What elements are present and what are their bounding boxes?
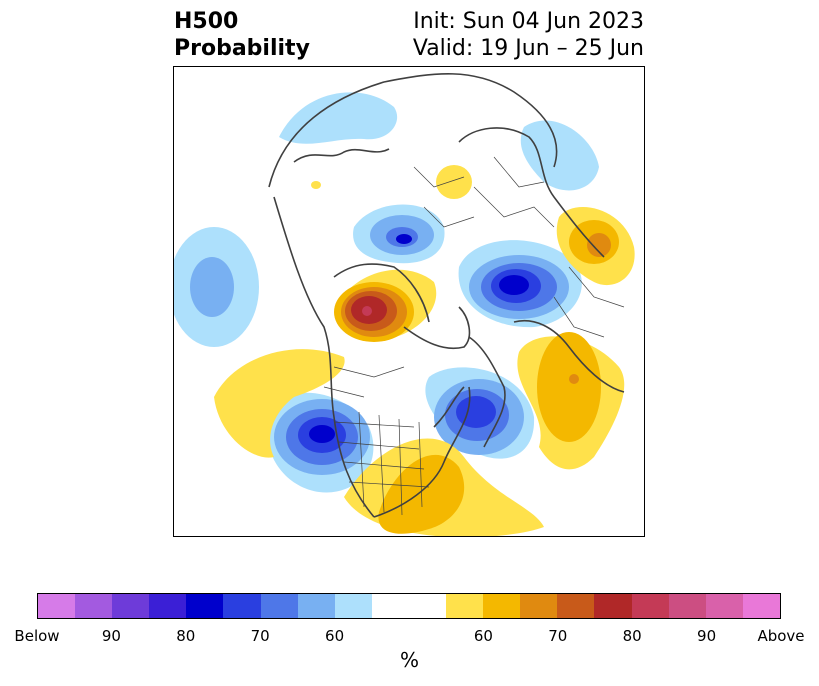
colorbar-segment [520,594,558,618]
colorbar-segment [371,594,409,618]
colorbar-segment [446,594,484,618]
colorbar-tick-label: 80 [176,627,196,645]
colorbar-segment [668,594,706,618]
colorbar-segment [112,594,150,618]
colorbar-unit: % [399,648,419,672]
below-anomaly-arctic-north [279,92,599,191]
colorbar-tick-label: 60 [325,627,345,645]
colorbar-tick-label: 70 [548,627,568,645]
colorbar-tick-label: Above [757,627,805,645]
colorbar-segment [334,594,372,618]
colorbar-tick-label: Below [14,627,60,645]
political-borders [323,156,625,516]
colorbar-segment [408,594,447,618]
colorbar-tick-label: 80 [622,627,642,645]
colorbar-segment [557,594,595,618]
colorbar-segment [186,594,224,618]
probability-colorbar [37,593,781,619]
colorbar-tick-label: 90 [101,627,121,645]
title-line-variable: H500 [174,9,239,34]
below-anomaly-western-us [266,392,374,493]
forecast-dates: Init: Sun 04 Jun 2023 Valid: 19 Jun – 25… [413,8,644,62]
below-anomaly-europe [458,240,582,328]
colorbar-segment [631,594,669,618]
colorbar-segment [38,594,76,618]
below-anomaly-atlantic [425,367,535,459]
valid-range: Valid: 19 Jun – 25 Jun [412,36,644,61]
probability-map [173,66,645,537]
colorbar-segment [149,594,187,618]
above-anomaly-atlantic-east [517,332,625,470]
colorbar-segment [297,594,335,618]
colorbar-segment [260,594,298,618]
colorbar-segment [75,594,113,618]
colorbar-tick-label: 90 [697,627,717,645]
colorbar-segment [594,594,632,618]
title-line-product: Probability [174,36,310,61]
above-anomaly-canada-arctic [334,269,437,342]
colorbar-segment [223,594,261,618]
above-anomaly-alaska-west [214,349,345,458]
init-date: Init: Sun 04 Jun 2023 [413,9,644,34]
below-anomaly-pacific [174,227,259,347]
colorbar-tick-label: 70 [250,627,270,645]
colorbar-tick-label: 60 [473,627,493,645]
below-anomaly-siberia [353,204,445,264]
coastlines [268,73,625,518]
colorbar-labels: Below 90 80 70 60 60 70 80 90 Above [0,627,819,647]
colorbar-segment [742,594,780,618]
map-title: H500 Probability [174,8,310,62]
colorbar-segment [483,594,521,618]
map-svg [174,73,635,536]
colorbar-segment [705,594,743,618]
